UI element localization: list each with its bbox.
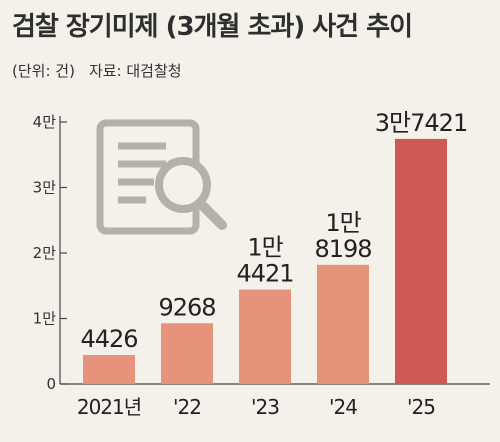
x-tick-label: '25: [407, 395, 435, 419]
x-tick-label: 2021년: [77, 395, 141, 419]
x-tick-label: '23: [251, 395, 279, 419]
bar: [83, 355, 135, 384]
x-tick-label: '22: [173, 395, 201, 419]
y-tick-label: 1만: [33, 310, 57, 328]
x-tick-label: '24: [329, 395, 357, 419]
document-search-icon: [96, 119, 227, 235]
bar: [239, 289, 291, 384]
data-label: 1만: [325, 209, 361, 237]
unit-note: (단위: 건): [12, 62, 75, 80]
source-note: 자료: 대검찰청: [88, 62, 182, 80]
data-label: 1만: [247, 234, 283, 262]
y-tick-label: 2만: [33, 244, 57, 262]
data-label: 3만7421: [375, 109, 467, 137]
bar: [317, 264, 369, 384]
data-label: 4426: [80, 325, 137, 353]
y-tick-label: 4만: [33, 113, 57, 131]
chart-subtitle: (단위: 건) 자료: 대검찰청: [12, 60, 182, 81]
data-label: 9268: [158, 293, 215, 321]
bar: [395, 138, 447, 384]
data-label: 4421: [236, 260, 293, 288]
chart-title: 검찰 장기미제 (3개월 초과) 사건 추이: [12, 12, 413, 42]
y-tick-label: 0: [46, 375, 56, 393]
y-tick-label: 3만: [33, 179, 57, 197]
bar: [161, 323, 213, 384]
data-label: 8198: [314, 235, 371, 263]
